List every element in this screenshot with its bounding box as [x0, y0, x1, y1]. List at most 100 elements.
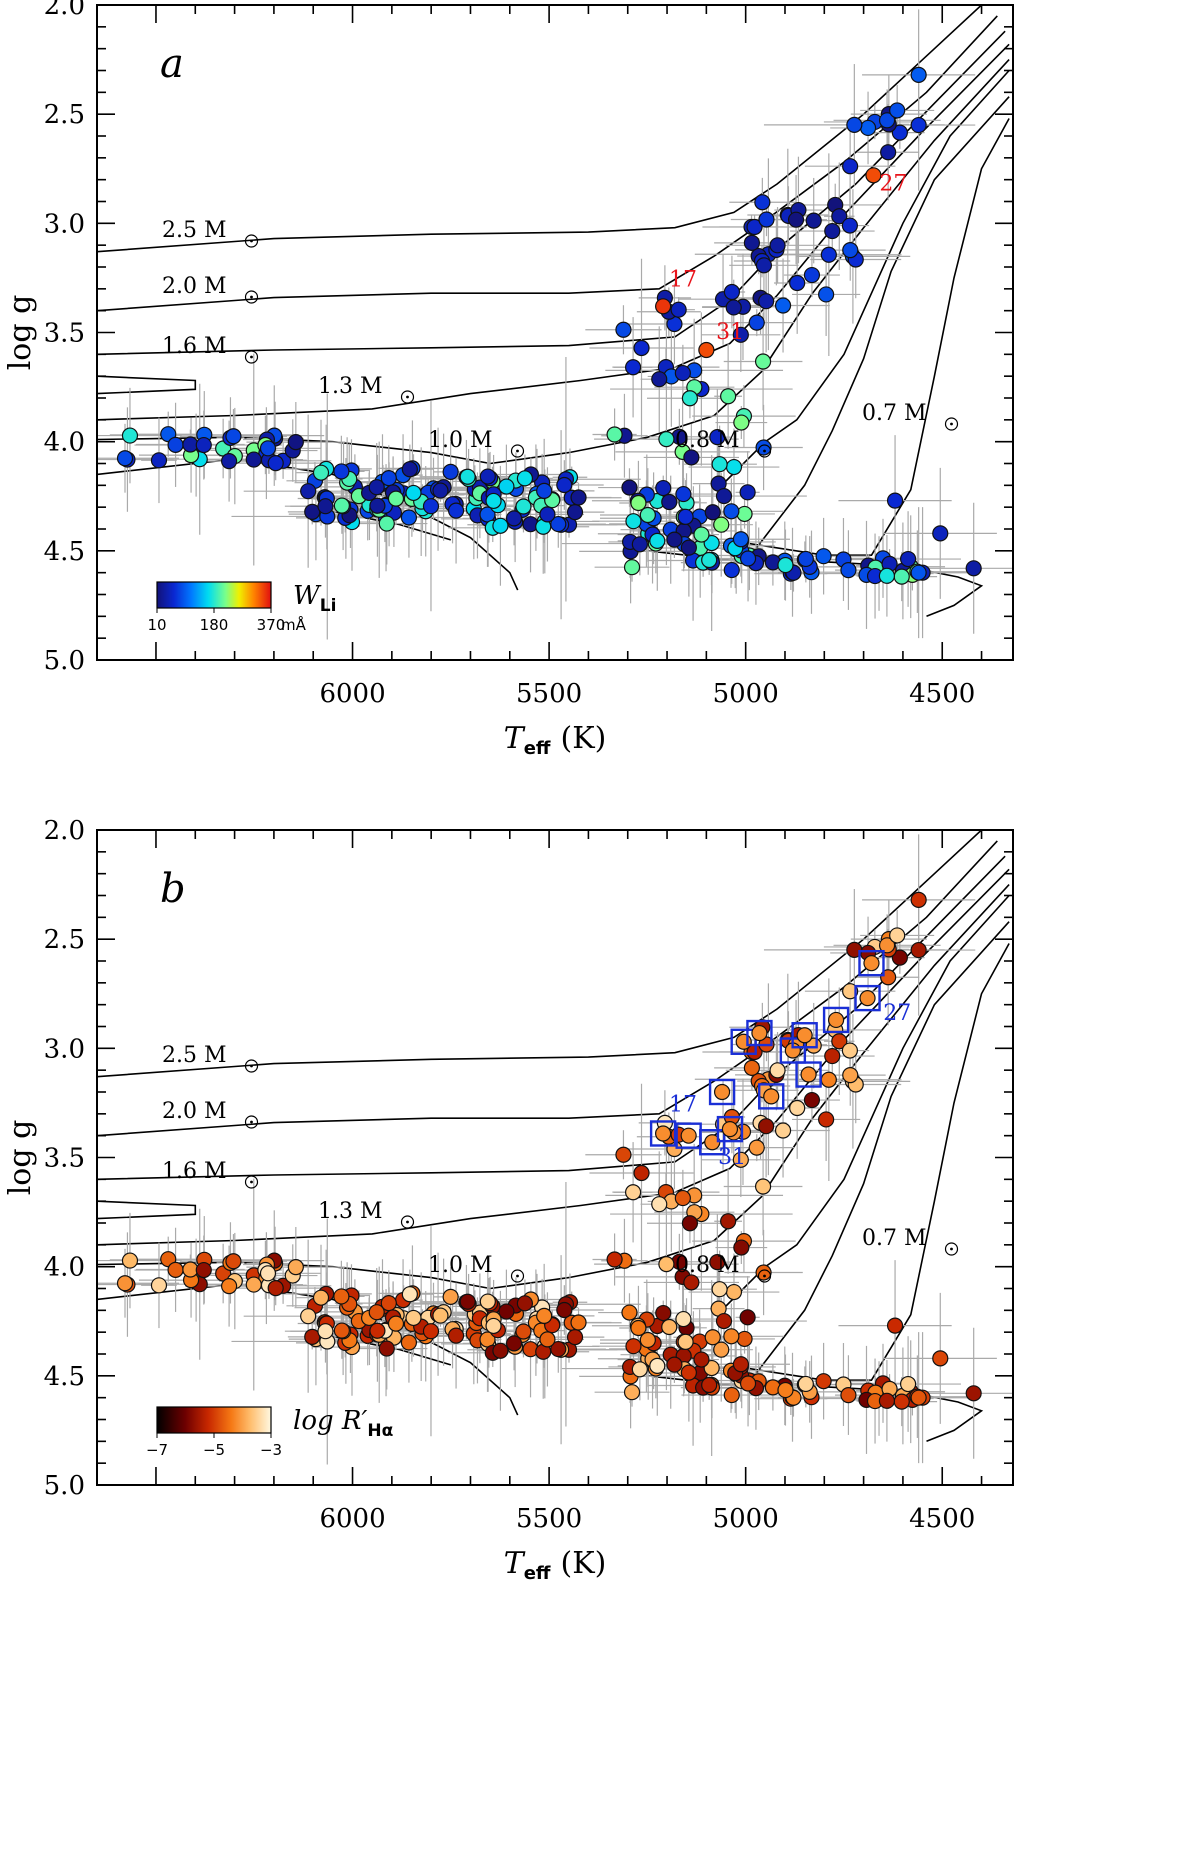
data-point [704, 1329, 721, 1346]
data-point [680, 539, 697, 556]
data-point [842, 158, 859, 175]
track-label: 1.3 M [318, 374, 383, 399]
y-tick-label: 2.0 [44, 816, 85, 846]
data-point [748, 314, 765, 331]
evolutionary-track-1 [97, 840, 998, 1137]
data-point [479, 1293, 496, 1310]
data-point [195, 436, 212, 454]
data-point [758, 211, 775, 228]
data-point [116, 1275, 134, 1292]
data-point [566, 1329, 584, 1346]
data-point [570, 489, 587, 506]
data-point [182, 436, 199, 453]
evolutionary-track-11 [97, 1200, 197, 1220]
data-point [878, 1392, 896, 1409]
boxed-point [763, 1088, 780, 1105]
boxed-point [713, 1083, 731, 1101]
data-points [116, 891, 982, 1410]
x-tick-label: 5500 [516, 679, 582, 709]
boxed-point [735, 1033, 752, 1050]
data-point [566, 504, 584, 521]
data-point [400, 509, 418, 526]
data-point [505, 510, 523, 527]
data-point [720, 388, 737, 405]
data-point [287, 1258, 304, 1276]
y-tick-label: 2.5 [44, 100, 85, 130]
data-point [755, 439, 772, 456]
data-point [803, 266, 821, 284]
highlight-box [649, 1120, 677, 1147]
data-point [479, 468, 496, 485]
data-point [459, 468, 476, 485]
data-point [732, 1356, 750, 1373]
boxed-point [800, 1066, 817, 1083]
data-point [732, 1151, 749, 1168]
data-point [704, 504, 721, 521]
data-point [743, 234, 760, 251]
star-annotation: 27 [879, 172, 907, 197]
data-point [815, 1373, 832, 1390]
data-point [769, 1062, 786, 1079]
data-point [539, 506, 556, 523]
star-annotation: 31 [718, 1145, 746, 1170]
data-point [670, 301, 687, 318]
data-point [732, 531, 750, 548]
data-point [312, 1289, 330, 1306]
data-point [150, 1277, 168, 1294]
data-point [910, 564, 927, 581]
data-point [432, 482, 449, 499]
data-point [831, 208, 848, 225]
data-point [725, 1283, 743, 1301]
data-point [378, 515, 395, 532]
data-point [932, 1350, 949, 1367]
data-point [739, 1309, 756, 1326]
data-point [683, 449, 700, 466]
data-point [225, 428, 242, 445]
data-point [910, 116, 927, 134]
data-point [880, 144, 897, 161]
data-point [736, 1330, 753, 1348]
data-point [333, 497, 350, 514]
data-point [889, 927, 906, 944]
data-point [539, 1331, 556, 1348]
data-point [675, 485, 692, 503]
data-point [820, 1071, 837, 1088]
data-point [368, 1304, 385, 1321]
sun-symbol [757, 1269, 772, 1283]
data-point [723, 561, 740, 579]
evolutionary-track-2 [97, 30, 1006, 356]
data-point [755, 257, 773, 274]
data-point [842, 1067, 859, 1084]
data-point [649, 1357, 666, 1375]
boxed-point [827, 1011, 845, 1029]
data-point [824, 1047, 841, 1065]
data-point [743, 1059, 760, 1076]
data-point [674, 1189, 691, 1207]
data-point [841, 217, 858, 234]
data-point [221, 1278, 238, 1295]
evolutionary-track-7 [725, 69, 1010, 482]
evolutionary-track-11 [97, 375, 197, 395]
boxed-point [859, 990, 876, 1007]
highlight-point [698, 341, 715, 359]
track-label: 1.0 M [428, 428, 493, 453]
x-tick-label: 5000 [713, 679, 779, 709]
data-point [658, 431, 675, 448]
highlight-box [758, 1083, 785, 1110]
highlight-box [708, 1078, 736, 1106]
data-point [739, 484, 756, 501]
data-point [748, 1139, 765, 1156]
star-annotation: 27 [883, 1001, 911, 1026]
data-point [267, 455, 284, 472]
boxed-point [655, 1125, 672, 1142]
sun-symbol-dot [406, 1220, 409, 1224]
data-point [570, 1314, 587, 1331]
x-tick-label: 5500 [516, 1504, 582, 1534]
data-point [859, 119, 877, 137]
data-point [422, 1323, 440, 1340]
plot-area [97, 830, 1013, 1465]
sun-symbol [244, 290, 259, 304]
data-point [886, 1317, 904, 1334]
sun-symbol-dot [250, 239, 253, 243]
